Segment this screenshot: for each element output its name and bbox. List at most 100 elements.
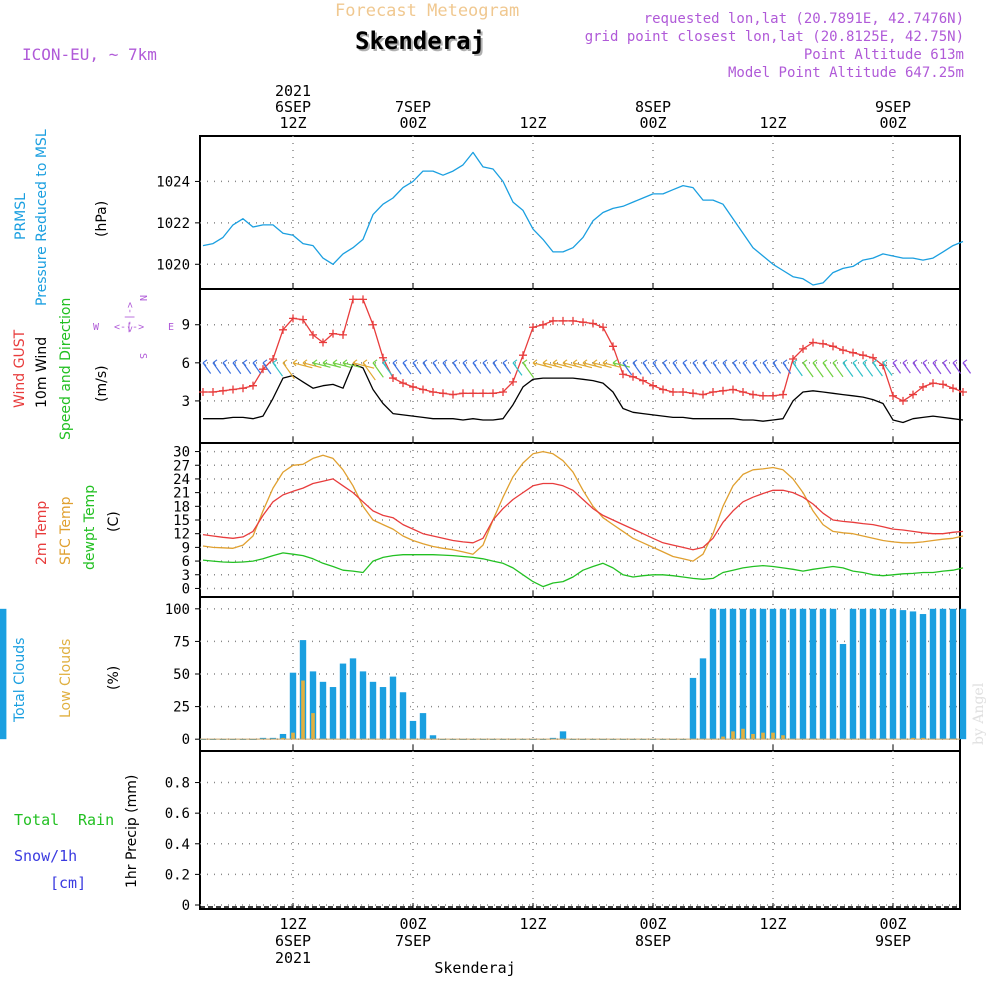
- gust-marker: [749, 390, 757, 399]
- wind-barb: [332, 362, 352, 369]
- total-cloud-bar: [909, 611, 917, 740]
- wind-barb-head: [502, 359, 508, 367]
- total-cloud-bar: [959, 608, 967, 740]
- total-cloud-bar: [689, 677, 697, 740]
- gust-marker: [279, 325, 287, 334]
- time-label-top: 8SEP: [635, 98, 671, 116]
- total-cloud-bar: [769, 608, 777, 740]
- y-tick-label: 9: [182, 540, 190, 556]
- rain-label-rain: Rain: [78, 811, 114, 829]
- requested-coords: requested lon,lat (20.7891E, 42.7476N): [644, 11, 964, 27]
- y-tick-label: 0.6: [165, 806, 190, 822]
- wind-barb-head: [842, 359, 848, 367]
- model-label: ICON-EU, ~ 7km: [22, 45, 157, 64]
- wind-barb-head: [312, 359, 318, 367]
- y-tick-label: 3: [182, 394, 190, 410]
- dew-label: dewpt Temp: [82, 485, 98, 570]
- total-cloud-bar: [949, 608, 957, 740]
- gust-marker: [759, 391, 767, 400]
- gust-marker: [299, 315, 307, 324]
- gust-marker: [359, 295, 367, 304]
- time-label-bottom: 00Z: [399, 915, 426, 933]
- gust-marker: [719, 386, 727, 395]
- wind-barb-head: [372, 359, 378, 367]
- gust-marker: [319, 338, 327, 347]
- time-label-bottom: 6SEP: [275, 932, 311, 950]
- wind-barb-head: [702, 359, 708, 367]
- wind-barb-head: [512, 359, 518, 367]
- wind-barb-head: [812, 359, 818, 367]
- gust-marker: [789, 355, 797, 364]
- gust-marker: [549, 316, 557, 325]
- time-label-top: 6SEP: [275, 98, 311, 116]
- wind-barb: [342, 362, 361, 368]
- gust-marker: [769, 391, 777, 400]
- wind-barb-head: [362, 359, 368, 367]
- gust-marker: [739, 388, 747, 397]
- wind-barb-head: [392, 359, 398, 367]
- gust-marker: [939, 380, 947, 389]
- gust-marker: [639, 376, 647, 385]
- sfc-temp-line: [202, 450, 964, 562]
- y-tick-label: 0.4: [165, 837, 190, 853]
- y-tick-label: 25: [173, 700, 190, 716]
- total-cloud-bar: [419, 713, 427, 740]
- time-label-top: 12Z: [519, 114, 546, 132]
- y-tick-label: 9: [182, 318, 190, 334]
- gust-marker: [629, 372, 637, 381]
- gust-marker: [779, 390, 787, 399]
- low-cloud-label: Low Clouds: [58, 639, 74, 718]
- time-label-bottom: 8SEP: [635, 932, 671, 950]
- low-cloud-bar: [721, 736, 725, 740]
- y-tick-label: 1022: [156, 216, 190, 232]
- gust-marker: [369, 320, 377, 329]
- precip-unit: 1hr Precip (mm): [124, 775, 140, 888]
- total-cloud-bar: [879, 608, 887, 740]
- total-cloud-bar: [899, 610, 907, 740]
- y-tick-label: 0.8: [165, 776, 190, 792]
- low-cloud-bar: [781, 735, 785, 740]
- y-tick-label: 12: [173, 527, 190, 543]
- wind-barb-head: [962, 359, 968, 367]
- gust-marker: [449, 390, 457, 399]
- wind-barb-head: [622, 359, 628, 367]
- time-label-top: 12Z: [759, 114, 786, 132]
- wind-barb-head: [452, 359, 458, 367]
- y-tick-label: 18: [173, 499, 190, 515]
- gust-marker: [899, 396, 907, 405]
- y-tick-label: 21: [173, 486, 190, 502]
- gust-marker: [409, 382, 417, 391]
- total-cloud-bar: [319, 681, 327, 740]
- gust-marker: [859, 351, 867, 360]
- cloud-labels: Total Clouds Low Clouds (%): [12, 638, 122, 723]
- total-cloud-bar: [749, 608, 757, 740]
- total-cloud-bar: [289, 672, 297, 740]
- wind-barb-head: [882, 359, 888, 367]
- gust-marker: [929, 379, 937, 388]
- total-cloud-bar: [829, 608, 837, 740]
- gust-marker: [329, 329, 337, 338]
- total-cloud-bar: [779, 608, 787, 740]
- snow-unit: [cm]: [50, 874, 86, 892]
- total-cloud-bar: [719, 608, 727, 740]
- wind-barb-head: [272, 359, 278, 367]
- gust-marker: [709, 388, 717, 397]
- pressure-line: [202, 151, 964, 286]
- wind-barb-head: [872, 359, 878, 367]
- precip-labels: Total Rain Snow/1h [cm] 1hr Precip (mm): [14, 775, 140, 892]
- low-cloud-bar: [911, 737, 915, 740]
- y-tick-label: 1024: [156, 174, 190, 190]
- wind-barb-head: [942, 359, 948, 367]
- y-tick-label: 3: [182, 568, 190, 584]
- wind-unit: (m/s): [94, 365, 110, 402]
- location-title: Skenderaj: [357, 29, 487, 57]
- total-cloud-bar: [889, 608, 897, 740]
- wind-barb-head: [632, 359, 638, 367]
- point-altitude: Point Altitude 613m: [804, 47, 964, 63]
- gust-marker: [459, 389, 467, 398]
- gust-marker: [689, 389, 697, 398]
- wind-barb: [592, 362, 612, 369]
- wind-barb-head: [682, 359, 688, 367]
- gust-marker: [799, 344, 807, 353]
- wind-barb: [602, 362, 622, 369]
